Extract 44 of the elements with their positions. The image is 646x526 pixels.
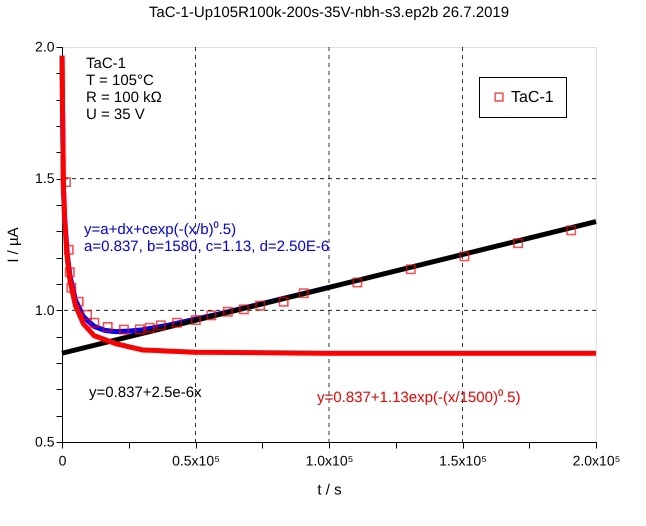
- point: [89, 318, 100, 328]
- point: [172, 318, 182, 328]
- y-tick-label: 1.5: [35, 170, 55, 186]
- annotation: T = 105°C: [86, 72, 154, 89]
- point: [64, 244, 74, 255]
- x-tick-label: 0.5x10⁵: [172, 452, 220, 468]
- x-tick-label: 2.0x10⁵: [572, 452, 620, 468]
- point: [102, 322, 113, 332]
- x-axis-title: t / s: [317, 482, 342, 498]
- y-tick-label: 1.0: [35, 302, 55, 318]
- chart-title: TaC-1-Up105R100k-200s-35V-nbh-s3.ep2b 26.7.2019: [148, 4, 510, 21]
- point: [206, 310, 216, 320]
- point: [406, 264, 416, 274]
- point: [144, 322, 155, 333]
- point: [190, 315, 201, 326]
- point: [134, 324, 145, 334]
- x-tick-label: 1.0x10⁵: [306, 452, 354, 468]
- point: [222, 306, 233, 317]
- x-tick-label: 0: [58, 452, 67, 468]
- point: [513, 238, 523, 248]
- point: [82, 310, 92, 320]
- point: [66, 282, 76, 293]
- point: [278, 296, 289, 307]
- point: [119, 324, 129, 334]
- legend-label: TaC-1: [511, 89, 554, 106]
- annotation: TaC-1: [86, 55, 126, 72]
- annotation: a=0.837, b=1580, c=1.13, d=2.50E-6: [84, 238, 330, 255]
- point: [64, 267, 75, 278]
- annotation: y=a+dx+cexp(-(x/b)⁰.5): [84, 221, 236, 238]
- point: [298, 288, 309, 298]
- point: [238, 304, 249, 314]
- y-axis-title: I / µA: [5, 227, 22, 263]
- point: [566, 225, 576, 236]
- annotation: U = 35 V: [86, 106, 145, 123]
- y-tick-label: 2.0: [35, 38, 55, 54]
- point: [459, 251, 470, 262]
- annotation: y=0.837+2.5e-6x: [89, 384, 202, 401]
- y-tick-label: 0.5: [35, 434, 55, 450]
- annotation: y=0.837+1.13exp(-(x/1500)⁰.5): [317, 389, 520, 406]
- x-tick-label: 1.5x10⁵: [439, 452, 487, 468]
- point: [255, 300, 266, 311]
- point: [156, 320, 166, 330]
- point: [352, 277, 362, 288]
- annotation: R = 100 kΩ: [86, 89, 162, 106]
